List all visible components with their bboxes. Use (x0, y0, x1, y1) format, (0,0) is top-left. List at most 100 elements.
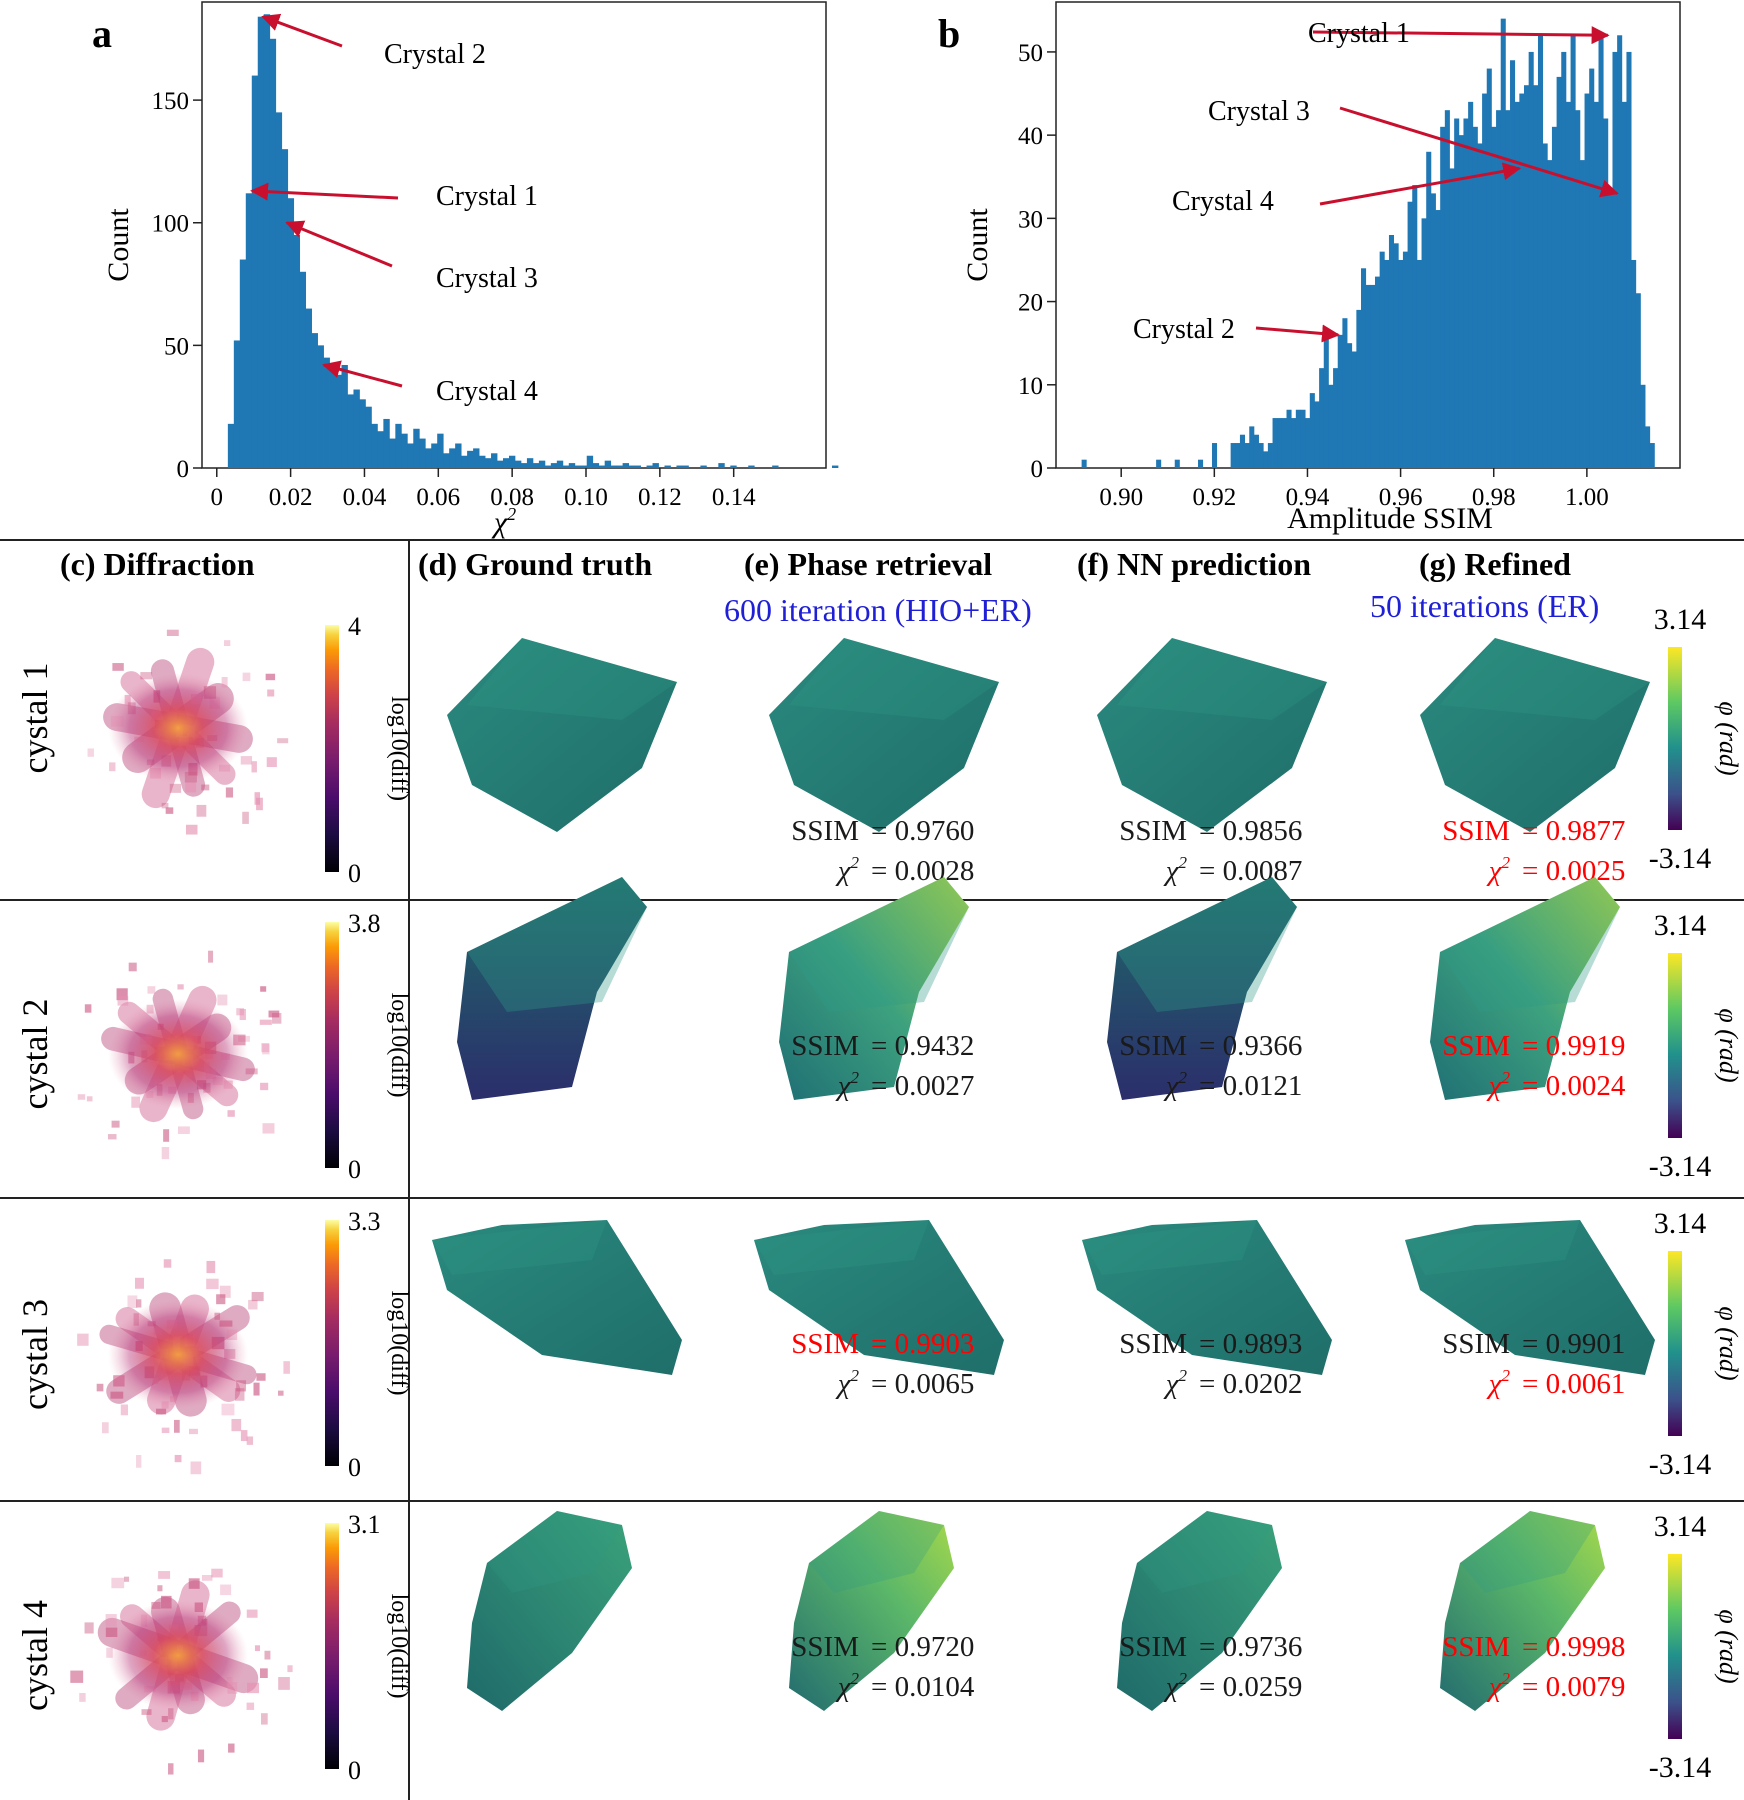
diffraction-speckle (278, 1390, 284, 1396)
crystal-body (1082, 1220, 1332, 1375)
histogram-bar (586, 455, 594, 468)
histogram-bar (1361, 268, 1367, 468)
row-label: cystal 1 (15, 663, 55, 774)
crystal-top-face (487, 1511, 622, 1593)
subheader-phase-retrieval: 600 iteration (HIO+ER) (724, 592, 1032, 628)
histogram-bar (1212, 443, 1218, 468)
histogram-bar (718, 463, 725, 468)
crystal-body (1430, 877, 1620, 1100)
ssim-value: = 0.9736 (1199, 1631, 1302, 1663)
diffraction-speckle (79, 1693, 86, 1702)
crystal-body (779, 877, 969, 1100)
histogram-bar (1426, 151, 1432, 469)
histogram-bar (1528, 51, 1534, 469)
diffraction-speckle (217, 994, 228, 1006)
colorbar-title: log10(diff) (386, 1291, 412, 1396)
diffraction-speckle (84, 1004, 92, 1013)
ssim-value: = 0.9919 (1522, 1030, 1625, 1062)
histogram-bar (1454, 118, 1460, 468)
chi-squared-value: = 0.0024 (1522, 1070, 1626, 1102)
annotation-label: Crystal 2 (384, 39, 486, 70)
x-tick-label: 1.00 (1565, 484, 1609, 511)
panel-a-label: a (92, 11, 112, 56)
histogram-bar (1272, 418, 1278, 468)
phase-colorbar-min: -3.14 (1649, 1150, 1712, 1183)
diffraction-speckle (105, 1627, 118, 1638)
chi-squared-label: χ2 (1163, 1068, 1188, 1102)
diffraction-speckle (248, 1299, 258, 1310)
histogram-bar (1598, 35, 1604, 469)
colorbar-min-label: 0 (348, 1155, 361, 1184)
diffraction-speckle (261, 1713, 268, 1725)
crystal-render (1097, 638, 1327, 832)
ssim-value: = 0.9877 (1522, 815, 1625, 847)
diffraction-speckle (135, 1299, 142, 1308)
ssim-value: = 0.9366 (1199, 1030, 1302, 1062)
diffraction-speckle (161, 802, 169, 809)
diffraction-speckle (120, 1404, 128, 1416)
diffraction-speckle (136, 1454, 142, 1468)
phase-colorbar-title: φ (rad) (1714, 1609, 1743, 1683)
histogram-bar (610, 465, 618, 468)
diffraction-center-blob (108, 673, 248, 783)
histogram-bar (1579, 160, 1585, 468)
diffraction-speckle (161, 1715, 168, 1723)
histogram-bar (1561, 51, 1567, 469)
diffraction-speckle (219, 1285, 231, 1298)
histogram-bar (556, 460, 564, 468)
diffraction-speckle (224, 640, 231, 647)
crystal-top-face (1440, 638, 1650, 720)
diffraction-speckle (246, 1682, 260, 1694)
histogram-bar (1537, 35, 1544, 469)
results-table-grid (0, 539, 1744, 1800)
histogram-bar (323, 357, 330, 468)
histogram-bar (1365, 284, 1371, 468)
diffraction-speckle (158, 1571, 171, 1579)
header-ground-truth: (d) Ground truth (418, 546, 652, 582)
phase-colorbar (1668, 647, 1682, 830)
crystal-render (789, 1511, 954, 1711)
histogram-bar (652, 463, 659, 468)
histogram-bar (1593, 101, 1599, 468)
histogram-bar (592, 463, 600, 468)
ssim-label: SSIM (791, 1631, 859, 1663)
histogram-bar (1435, 210, 1441, 469)
histogram-bar (1645, 426, 1651, 468)
x-tick-label: 0.90 (1099, 484, 1143, 511)
ssim-value: = 0.9720 (871, 1631, 974, 1663)
histogram-bar (1198, 459, 1204, 468)
histogram-bar (1551, 126, 1557, 469)
diffraction-speckle (267, 689, 275, 697)
histogram-bar (1607, 193, 1613, 468)
ssim-label: SSIM (1442, 1328, 1510, 1360)
histogram-bar (604, 460, 612, 468)
diffraction-speckle (242, 811, 249, 824)
annotation-arrow (250, 182, 399, 201)
histogram-bar (485, 458, 492, 468)
diffraction-speckle (134, 1277, 144, 1289)
panel-b-x-axis-label: Amplitude SSIM (1287, 502, 1493, 535)
diffraction-speckle (236, 1008, 244, 1016)
histogram-bar (1300, 409, 1306, 468)
crystal-body (467, 1511, 632, 1711)
ssim-label: SSIM (1119, 1631, 1187, 1663)
diffraction-speckle (131, 1096, 141, 1108)
annotation-arrow (322, 360, 403, 388)
chi-squared-label: χ2 (835, 1068, 860, 1102)
histogram-bar (233, 340, 241, 468)
diffraction-speckle (168, 1708, 174, 1720)
crystal-top-face (1405, 1220, 1580, 1275)
crystal-render (1107, 877, 1297, 1100)
histogram-bar (1156, 459, 1162, 468)
histogram-bar (227, 423, 235, 468)
ssim-label: SSIM (791, 1328, 859, 1360)
histogram-bar (1249, 426, 1255, 468)
diffraction-speckle (86, 1096, 93, 1102)
crystal-render (447, 638, 677, 832)
histogram-bar (479, 455, 486, 468)
panel-b-y-axis-label: Count (961, 208, 994, 282)
histogram-bar (1565, 101, 1571, 468)
histogram-bar (455, 443, 462, 468)
histogram-bar (568, 463, 576, 468)
